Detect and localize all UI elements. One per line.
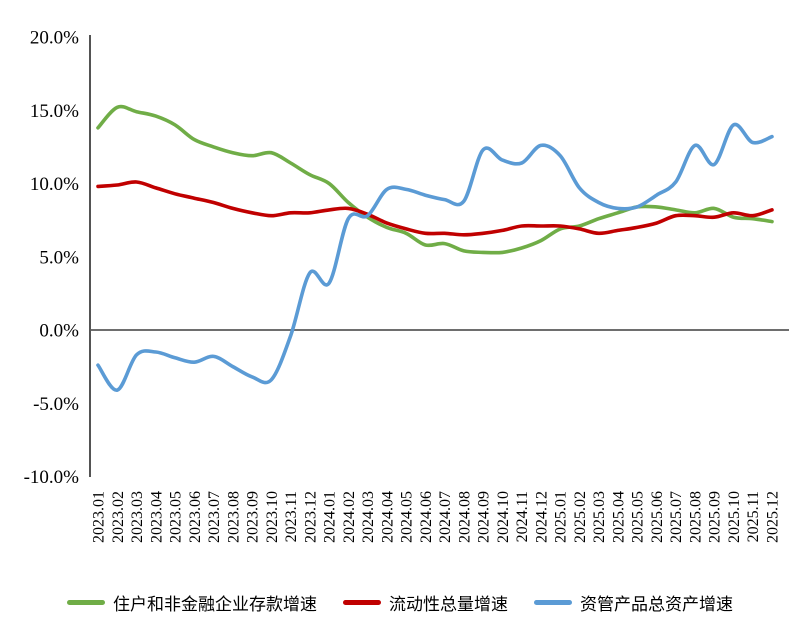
legend-line-swatch-icon bbox=[534, 600, 572, 605]
x-tick-label: 2024.06 bbox=[418, 491, 435, 543]
legend-label: 流动性总量增速 bbox=[389, 595, 508, 614]
x-tick-label: 2025.03 bbox=[591, 491, 608, 543]
y-tick-label: 10.0% bbox=[30, 174, 79, 195]
x-tick-label: 2025.06 bbox=[649, 491, 666, 543]
y-tick-label: 15.0% bbox=[30, 101, 79, 122]
legend-item-0: 住户和非金融企业存款增速 bbox=[67, 590, 317, 615]
x-tick-label: 2023.04 bbox=[148, 491, 165, 543]
legend-item-1: 流动性总量增速 bbox=[343, 590, 508, 615]
y-tick-label: 20.0% bbox=[30, 28, 79, 49]
x-tick-label: 2024.10 bbox=[495, 491, 512, 543]
x-tick-label: 2023.03 bbox=[129, 491, 146, 543]
x-tick-label: 2025.10 bbox=[726, 491, 743, 543]
legend-line-swatch-icon bbox=[67, 600, 105, 605]
x-tick-label: 2023.08 bbox=[225, 491, 242, 543]
x-tick-label: 2023.05 bbox=[168, 491, 185, 543]
x-tick-label: 2024.04 bbox=[379, 491, 396, 543]
x-tick-label: 2024.08 bbox=[456, 491, 473, 543]
series-line-0 bbox=[96, 104, 774, 255]
y-tick-label: 0.0% bbox=[39, 321, 79, 342]
x-tick-label: 2024.05 bbox=[399, 491, 416, 543]
x-tick-label: 2024.12 bbox=[533, 491, 550, 543]
x-tick-label: 2025.09 bbox=[707, 491, 724, 543]
legend-label: 住户和非金融企业存款增速 bbox=[113, 595, 317, 614]
x-tick-label: 2025.12 bbox=[765, 491, 782, 543]
x-tick-label: 2024.07 bbox=[437, 491, 454, 543]
y-tick-label: -10.0% bbox=[24, 467, 80, 488]
series-lines bbox=[96, 104, 774, 392]
x-axis-labels: 2023.01 2023.02 2023.03 2023.04 2023.05 2023.… bbox=[91, 491, 782, 543]
x-tick-label: 2024.03 bbox=[360, 491, 377, 543]
legend-line-swatch-icon bbox=[343, 600, 381, 605]
x-tick-label: 2025.08 bbox=[687, 491, 704, 543]
chart-legend: 住户和非金融企业存款增速 流动性总量增速 资管产品总资产增速 bbox=[0, 590, 800, 615]
x-tick-label: 2023.12 bbox=[302, 491, 319, 543]
series-line-1 bbox=[96, 180, 774, 237]
legend-label: 资管产品总资产增速 bbox=[580, 595, 733, 614]
x-tick-label: 2024.02 bbox=[341, 491, 358, 543]
x-tick-label: 2023.09 bbox=[245, 491, 262, 543]
x-tick-label: 2025.02 bbox=[572, 491, 589, 543]
x-tick-label: 2024.11 bbox=[514, 491, 531, 542]
x-tick-label: 2024.09 bbox=[476, 491, 493, 543]
x-tick-label: 2025.01 bbox=[553, 491, 570, 543]
x-tick-label: 2023.02 bbox=[110, 491, 127, 543]
x-tick-label: 2023.01 bbox=[91, 491, 108, 543]
x-tick-label: 2023.11 bbox=[283, 491, 300, 542]
y-tick-label: 5.0% bbox=[39, 247, 79, 268]
y-tick-label: -5.0% bbox=[33, 394, 79, 415]
x-tick-label: 2025.07 bbox=[668, 491, 685, 543]
x-tick-label: 2025.04 bbox=[610, 491, 627, 543]
x-tick-label: 2024.01 bbox=[322, 491, 339, 543]
series-line-2 bbox=[96, 122, 774, 392]
x-tick-label: 2025.11 bbox=[745, 491, 762, 542]
x-tick-label: 2023.06 bbox=[187, 491, 204, 543]
axes-layer bbox=[89, 35, 789, 477]
y-axis-labels: 20.0% 15.0% 10.0% 5.0% 0.0% -5.0% -10.0% bbox=[24, 28, 80, 489]
x-tick-label: 2023.07 bbox=[206, 491, 223, 543]
legend-item-2: 资管产品总资产增速 bbox=[534, 590, 733, 615]
x-tick-label: 2023.10 bbox=[264, 491, 281, 543]
x-tick-label: 2025.05 bbox=[630, 491, 647, 543]
